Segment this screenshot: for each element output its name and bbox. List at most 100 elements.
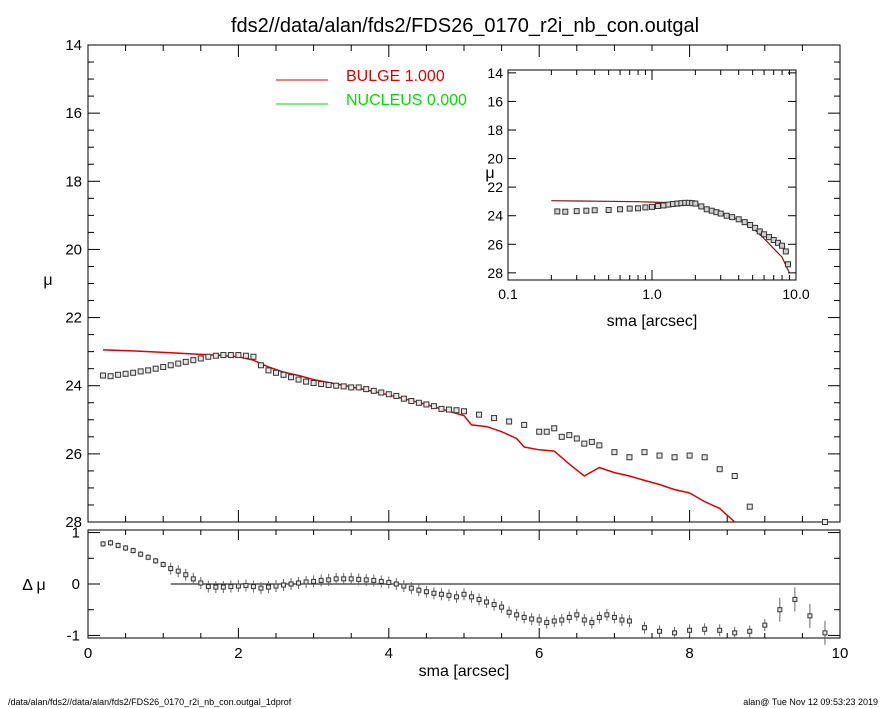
inset-data-point [642, 204, 649, 211]
main-data-point [348, 384, 355, 391]
residual-data-point [626, 618, 632, 624]
inset-data-point [554, 208, 561, 215]
residual-data-point [145, 554, 151, 560]
main-ticks: 14 16 18 20 22 24 26 28 [65, 37, 841, 531]
main-y-tick-label-4: 22 [65, 310, 82, 327]
x-tick-label-2: 4 [385, 645, 393, 662]
residual-data-point [326, 577, 332, 583]
residual-data-point [559, 617, 565, 623]
main-data-point [558, 433, 565, 440]
residual-y-tick-label-1: 0 [72, 576, 80, 593]
residual-data-point [792, 596, 798, 602]
main-data-point [731, 473, 738, 480]
residual-data-point [175, 568, 181, 574]
residual-data-point [401, 583, 407, 589]
residual-data-point [288, 581, 294, 587]
residual-data-point [108, 540, 114, 546]
inset-data-point [703, 206, 710, 213]
main-y-tick-label-1: 16 [65, 105, 82, 122]
inset-data-point [782, 248, 789, 255]
main-data-point [355, 384, 362, 391]
main-data-point [408, 398, 415, 405]
chart-title: fds2//data/alan/fds2/FDS26_0170_r2i_nb_c… [231, 15, 699, 37]
residual-data-point [183, 572, 189, 578]
main-data-point [370, 387, 377, 394]
residual-data-point [348, 576, 354, 582]
main-series [100, 349, 828, 525]
inset-series [551, 199, 792, 274]
inset-data-point [605, 207, 612, 213]
main-data-point [257, 362, 264, 369]
residual-data-point [641, 625, 647, 631]
inset-y-tick-label-1: 16 [487, 93, 503, 109]
main-data-point [130, 369, 137, 376]
inset-y-tick-label-5: 24 [487, 208, 503, 224]
main-data-point [686, 452, 693, 459]
main-data-point [107, 373, 114, 380]
residual-data-point [160, 561, 166, 567]
main-data-point [415, 399, 422, 406]
main-data-point [197, 355, 204, 362]
residual-data-point [333, 576, 339, 582]
inset-y-tick-label-0: 14 [487, 65, 503, 81]
main-data-point [190, 357, 197, 364]
main-data-point [265, 367, 272, 374]
main-data-point [551, 425, 558, 432]
residual-data-point [138, 551, 144, 557]
residual-data-point [453, 594, 459, 600]
main-data-point [611, 449, 618, 456]
residual-data-point [446, 592, 452, 598]
residual-data-point [777, 607, 783, 613]
main-y-tick-label-7: 28 [65, 514, 82, 531]
inset-data-point [729, 214, 736, 221]
residual-data-point [657, 628, 663, 634]
main-data-point [212, 352, 219, 359]
main-data-point [160, 363, 167, 370]
main-data-point [581, 440, 588, 447]
main-data-point [445, 406, 452, 413]
residual-data-point [273, 583, 279, 589]
residual-data-point [408, 585, 414, 591]
main-data-point [175, 360, 182, 367]
main-data-point [100, 372, 107, 379]
main-data-point [152, 365, 159, 372]
main-data-point [205, 353, 212, 360]
main-data-point [250, 353, 257, 360]
main-data-point [476, 411, 483, 418]
footer-left: /data/alan/fds2//data/alan/fds2/FDS26_01… [8, 697, 292, 707]
residual-data-point [604, 612, 610, 618]
main-data-point [641, 449, 648, 456]
main-y-axis-label: μ [43, 272, 52, 289]
residual-data-point [250, 584, 256, 590]
residual-data-point [100, 541, 106, 547]
footer-right: alan@ Tue Nov 12 09:53:23 2019 [743, 697, 878, 707]
main-data-point [588, 438, 595, 445]
x-tick-label-3: 6 [535, 645, 543, 662]
inset-data-point [660, 202, 667, 209]
legend-label-nucleus: NUCLEUS 0.000 [346, 92, 467, 109]
residual-data-point [303, 579, 309, 585]
main-data-point [182, 358, 189, 365]
residual-data-point [596, 614, 602, 620]
residual-data-point [393, 581, 399, 587]
residual-data-point [521, 614, 527, 620]
residual-data-point [822, 630, 828, 636]
residual-data-point [438, 591, 444, 597]
inset-data-point [779, 242, 786, 249]
main-data-point [423, 401, 430, 408]
residual-data-point [506, 609, 512, 615]
main-data-point [385, 391, 392, 398]
residual-data-point [484, 599, 490, 605]
main-y-tick-label-5: 24 [65, 378, 82, 395]
main-data-point [227, 352, 234, 359]
main-y-tick-label-6: 26 [65, 446, 82, 463]
inset-data-point [785, 261, 792, 268]
main-y-tick-label-3: 20 [65, 241, 82, 258]
residual-data-point [702, 626, 708, 632]
residual-data-point [611, 614, 617, 620]
inset-y-tick-label-2: 18 [487, 122, 503, 138]
residual-data-point [566, 614, 572, 620]
residual-data-point [499, 604, 505, 610]
inset-x-tick-label-0: 0.1 [498, 286, 518, 302]
